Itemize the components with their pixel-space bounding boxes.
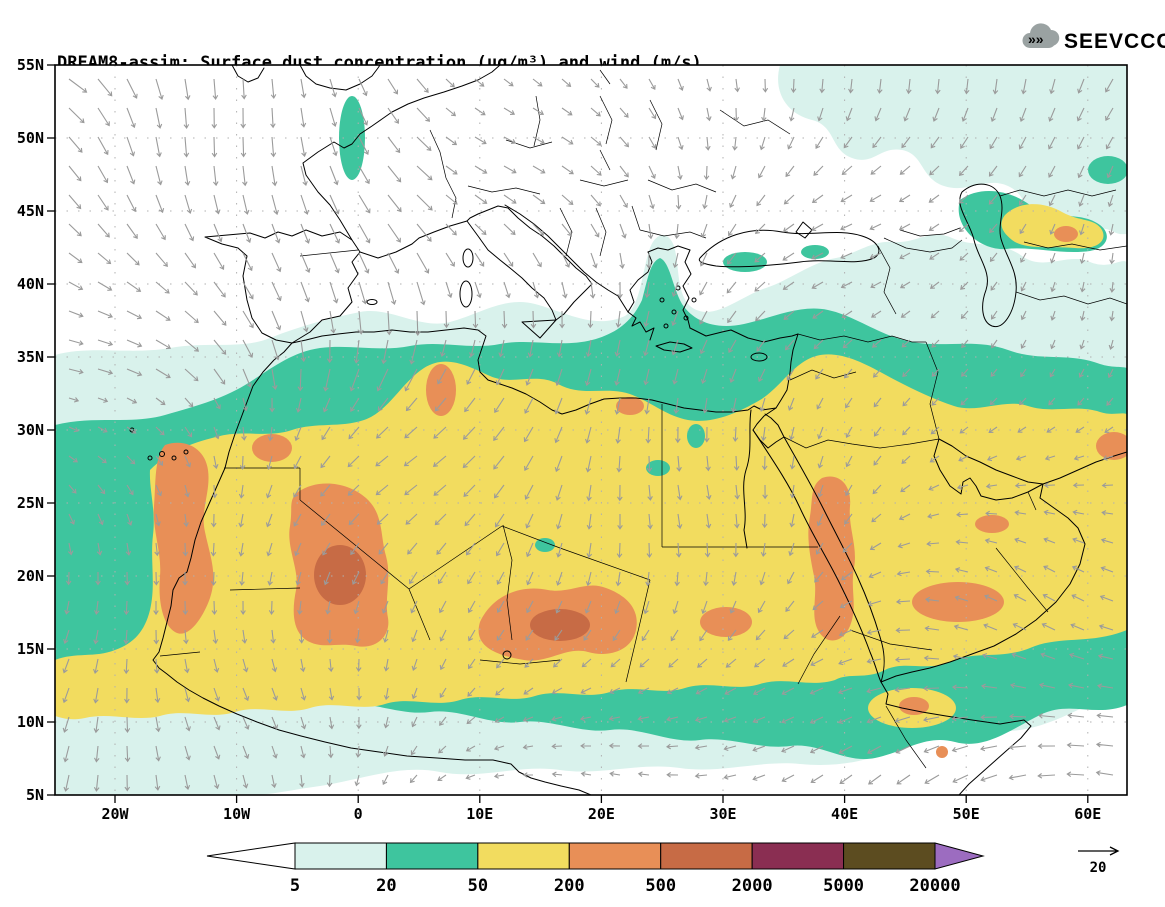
colorbar-tick-label: 2000	[732, 876, 773, 896]
coastline-layer	[129, 65, 1127, 795]
colorbar-tick-label: 5000	[823, 876, 864, 896]
colorbar-tick-label: 50	[468, 876, 488, 896]
y-axis-label: 40N	[17, 275, 44, 293]
y-axis-label: 45N	[17, 202, 44, 220]
y-axis-label: 35N	[17, 348, 44, 366]
colorbar-legend: 5 20 50 200 500 2000 5000 20000	[206, 842, 985, 896]
cloud-icon	[1022, 23, 1060, 48]
colorbar-segment	[206, 842, 296, 870]
y-axis-label: 55N	[17, 56, 44, 74]
colorbar-segment	[660, 842, 753, 870]
longitude-axis: 20W 10W 0 10E 20E 30E 40E 50E 60E	[101, 795, 1101, 823]
x-axis-label: 0	[354, 805, 363, 823]
colorbar-segment	[934, 842, 985, 870]
y-axis-label: 20N	[17, 567, 44, 585]
wind-reference-arrow	[1078, 846, 1120, 856]
colorbar-tick-label: 5	[290, 876, 300, 896]
logo-text: SEEVCCC	[1064, 30, 1165, 53]
colorbar-tick-label: 20000	[909, 876, 960, 896]
colorbar-tick-label: 500	[645, 876, 676, 896]
x-axis-label: 30E	[709, 805, 736, 823]
colorbar-segment	[477, 842, 570, 870]
colorbar-segment	[843, 842, 936, 870]
y-axis-label: 15N	[17, 640, 44, 658]
colorbar-tick-label: 200	[554, 876, 585, 896]
colorbar-segment	[751, 842, 845, 870]
y-axis-label: 50N	[17, 129, 44, 147]
y-axis-label: 25N	[17, 494, 44, 512]
y-axis-label: 30N	[17, 421, 44, 439]
latitude-axis: 55N 50N 45N 40N 35N 30N 25N 20N 15N 10N 5N	[17, 56, 55, 804]
country-borders-layer	[159, 69, 1127, 769]
x-axis-label: 50E	[953, 805, 980, 823]
colorbar-segment	[568, 842, 662, 870]
x-axis-label: 20E	[588, 805, 615, 823]
y-axis-label: 5N	[26, 786, 44, 804]
x-axis-label: 40E	[831, 805, 858, 823]
wind-arrows-layer	[62, 78, 1116, 792]
x-axis-label: 60E	[1074, 805, 1101, 823]
logo: »» SEEVCCC	[1022, 23, 1165, 53]
map-canvas	[55, 65, 1127, 795]
wind-arrow	[62, 78, 1116, 792]
colorbar-segment	[385, 842, 479, 870]
colorbar-tick-label: 20	[376, 876, 396, 896]
x-axis-label: 10E	[466, 805, 493, 823]
x-axis-label: 20W	[101, 805, 129, 823]
wind-reference-label: 20	[1090, 860, 1107, 876]
dust-concentration-layer	[55, 65, 1127, 795]
cloud-icon-chevrons: »»	[1028, 31, 1044, 47]
y-axis-label: 10N	[17, 713, 44, 731]
wind-reference: 20	[1078, 846, 1120, 876]
x-axis-label: 10W	[223, 805, 251, 823]
colorbar-segment	[294, 842, 387, 870]
